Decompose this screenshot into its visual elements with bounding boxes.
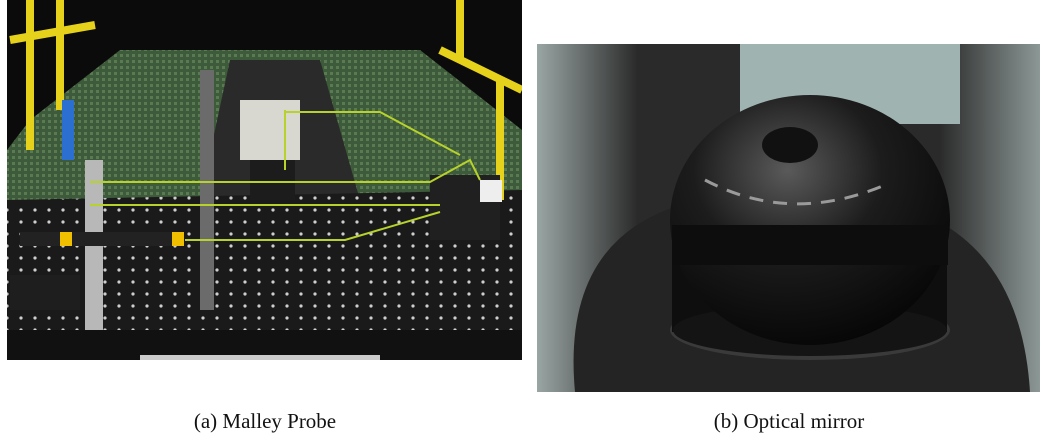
photo-malley-probe [7, 0, 522, 360]
photo-optical-mirror [537, 44, 1040, 392]
caption-b: (b) Optical mirror [714, 409, 864, 433]
caption-a: (a) Malley Probe [194, 409, 336, 433]
